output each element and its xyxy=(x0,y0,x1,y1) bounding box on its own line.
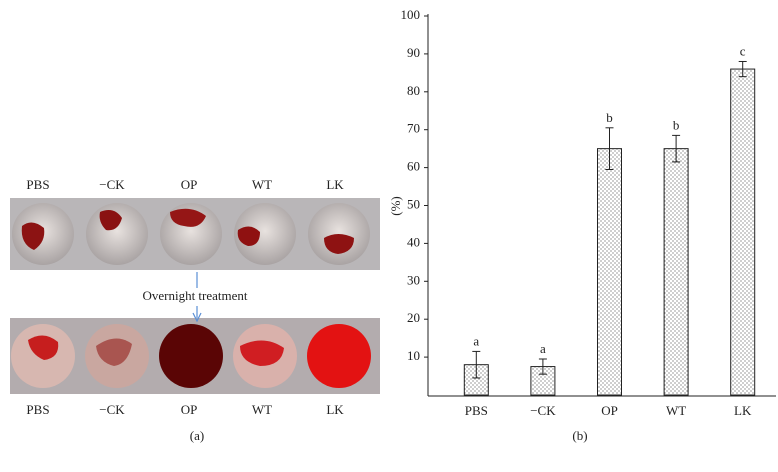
y-tick-label: 90 xyxy=(407,45,420,60)
y-tick-label: 100 xyxy=(401,7,421,22)
caption: (b) xyxy=(572,428,587,443)
x-tick-label: −CK xyxy=(530,403,556,418)
error-bar xyxy=(738,60,747,78)
error-bar xyxy=(538,358,547,375)
significance-letter: b xyxy=(673,117,680,132)
well-label: WT xyxy=(252,402,272,417)
y-tick-label: 50 xyxy=(407,196,420,211)
x-tick-label: LK xyxy=(734,403,752,418)
error-bar xyxy=(472,350,481,379)
label-bg xyxy=(122,288,268,306)
y-tick-label: 60 xyxy=(407,159,420,174)
wells-after xyxy=(11,324,371,388)
y-axis-label: (%) xyxy=(388,196,403,216)
x-tick-label: OP xyxy=(601,403,618,418)
caption: (a) xyxy=(190,428,204,443)
arrow-head xyxy=(192,312,202,323)
well-label: −CK xyxy=(99,177,125,192)
well-label: LK xyxy=(326,177,344,192)
well-label: PBS xyxy=(26,402,49,417)
y-tick-label: 70 xyxy=(407,121,420,136)
y-tick-label: 30 xyxy=(407,272,420,287)
significance-letter: c xyxy=(740,43,746,58)
bar xyxy=(663,148,689,396)
bar xyxy=(730,68,756,396)
well-label: PBS xyxy=(26,177,49,192)
y-tick-label: 80 xyxy=(407,83,420,98)
y-tick-label: 20 xyxy=(407,310,420,325)
error-bar xyxy=(672,134,681,163)
wells-before xyxy=(12,203,370,265)
significance-letter: a xyxy=(473,333,479,348)
panel-a: Overnight treatment (a) xyxy=(10,198,380,443)
significance-letter: b xyxy=(606,110,613,125)
well-label: WT xyxy=(252,177,272,192)
well-label: −CK xyxy=(99,402,125,417)
well-label: LK xyxy=(326,402,344,417)
well-label: OP xyxy=(181,402,198,417)
x-tick-label: PBS xyxy=(465,403,488,418)
x-tick-label: WT xyxy=(666,403,686,418)
y-tick-label: 10 xyxy=(407,348,420,363)
y-tick-label: 40 xyxy=(407,234,420,249)
chart: (b) (%) 10 20 30 40 50 60 70 80 90 100 PBS a −CK a OP b… xyxy=(388,7,776,443)
well-label: OP xyxy=(181,177,198,192)
error-bar xyxy=(605,127,614,170)
bar xyxy=(597,148,622,396)
significance-letter: a xyxy=(540,341,546,356)
arrow-label: Overnight treatment xyxy=(142,288,247,303)
